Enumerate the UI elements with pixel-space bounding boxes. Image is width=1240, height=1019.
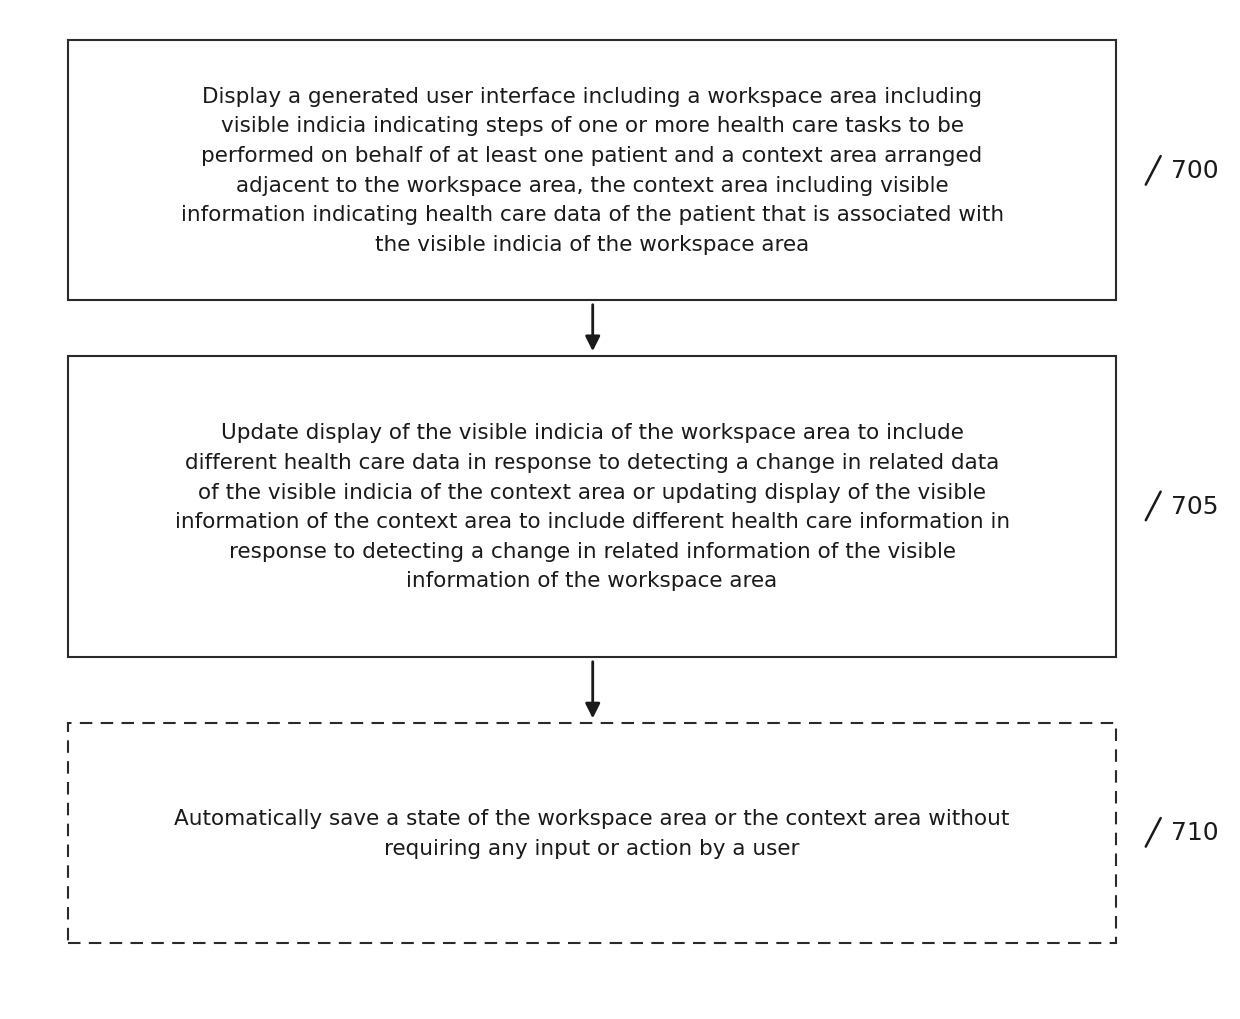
FancyBboxPatch shape bbox=[68, 723, 1116, 943]
Text: Automatically save a state of the workspace area or the context area without
req: Automatically save a state of the worksp… bbox=[175, 808, 1009, 858]
Text: 700: 700 bbox=[1171, 159, 1218, 183]
Text: Display a generated user interface including a workspace area including
visible : Display a generated user interface inclu… bbox=[181, 87, 1003, 255]
Text: 705: 705 bbox=[1171, 494, 1218, 519]
Text: Update display of the visible indicia of the workspace area to include
different: Update display of the visible indicia of… bbox=[175, 423, 1009, 591]
FancyBboxPatch shape bbox=[68, 357, 1116, 657]
Text: 710: 710 bbox=[1171, 820, 1218, 845]
FancyBboxPatch shape bbox=[68, 41, 1116, 301]
